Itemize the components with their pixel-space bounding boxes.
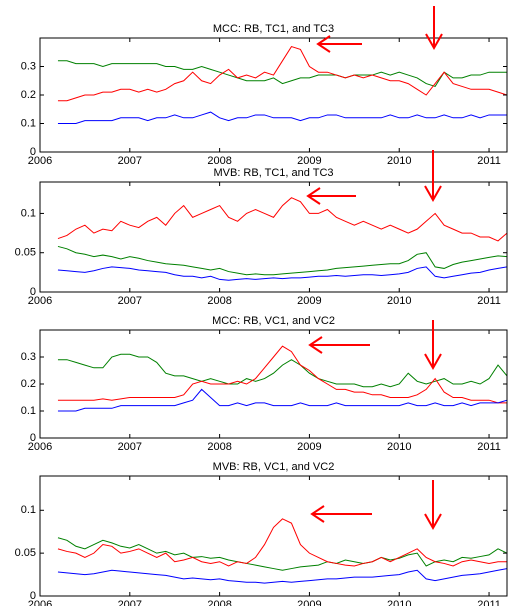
x-tick-label: 2009: [297, 295, 321, 307]
axes-box: [39, 475, 508, 597]
x-tick-label: 2008: [207, 599, 231, 606]
y-tick-label: 0: [30, 590, 36, 602]
axes-box: [39, 181, 508, 293]
arrow-down: [425, 6, 443, 51]
data-line: [57, 518, 507, 567]
x-tick-label: 2007: [118, 441, 142, 453]
data-line: [57, 353, 507, 388]
y-tick-label: 0.1: [21, 117, 36, 129]
data-line: [57, 388, 507, 412]
data-line: [57, 197, 507, 242]
data-line: [57, 266, 507, 281]
plot-lines: [57, 197, 507, 281]
plot-lines: [57, 345, 507, 412]
chart-title: MVB: RB, VC1, and VC2: [213, 461, 335, 473]
panel: MVB: RB, TC1, and TC3 0 0.05 0.1 2006 2007 200…: [15, 167, 508, 307]
y-tick-label: 0.3: [21, 60, 36, 72]
arrow-left: [308, 336, 370, 354]
y-tick-label: 0.05: [15, 247, 36, 259]
panel: MCC: RB, TC1, and TC3 0 0.1 0.2 0.3 2006 2007 2…: [21, 23, 508, 167]
x-tick-label: 2009: [297, 155, 321, 167]
plot-lines: [57, 518, 507, 584]
y-tick-label: 0: [30, 432, 36, 444]
y-tick-label: 0.2: [21, 378, 36, 390]
data-line: [57, 111, 507, 124]
y-tick-label: 0.1: [21, 405, 36, 417]
y-tick-label: 0: [30, 146, 36, 158]
x-tick-label: 2007: [118, 295, 142, 307]
x-tick-label: 2008: [207, 441, 231, 453]
x-tick-label: 2010: [387, 295, 411, 307]
arrow-down: [424, 480, 442, 531]
x-tick-label: 2009: [297, 599, 321, 606]
arrow-down: [424, 320, 442, 371]
panel: MCC: RB, VC1, and VC2 0 0.1 0.2 0.3 2006 2007 2…: [21, 315, 508, 453]
data-line: [57, 60, 507, 88]
y-tick-label: 0.1: [21, 207, 36, 219]
x-tick-label: 2007: [118, 599, 142, 606]
chart-title: MVB: RB, TC1, and TC3: [213, 167, 333, 179]
x-tick-label: 2008: [207, 155, 231, 167]
data-line: [57, 568, 507, 584]
plot-lines: [57, 45, 507, 124]
axes-box: [39, 37, 508, 153]
x-tick-label: 2011: [477, 441, 501, 453]
x-tick-label: 2006: [28, 599, 52, 606]
y-tick-label: 0.3: [21, 351, 36, 363]
data-line: [57, 45, 507, 102]
y-tick-label: 0.1: [21, 504, 36, 516]
x-tick-label: 2010: [387, 155, 411, 167]
x-tick-label: 2007: [118, 155, 142, 167]
x-tick-label: 2009: [297, 441, 321, 453]
x-tick-label: 2011: [477, 599, 501, 606]
x-tick-label: 2008: [207, 295, 231, 307]
x-tick-label: 2010: [387, 599, 411, 606]
x-tick-label: 2010: [387, 441, 411, 453]
arrow-down: [424, 150, 442, 203]
x-tick-label: 2011: [477, 295, 501, 307]
panel: MVB: RB, VC1, and VC2 0 0.05 0.1 2006 2007 200…: [15, 461, 508, 606]
data-line: [57, 537, 507, 571]
x-tick-label: 2006: [28, 295, 52, 307]
x-tick-label: 2006: [28, 441, 52, 453]
data-line: [57, 345, 507, 404]
x-tick-label: 2011: [477, 155, 501, 167]
data-line: [57, 245, 507, 276]
arrow-left: [310, 505, 372, 523]
y-tick-label: 0.05: [15, 547, 36, 559]
x-tick-label: 2006: [28, 155, 52, 167]
annotation-arrows: [306, 6, 443, 531]
arrow-left: [316, 35, 362, 53]
y-tick-label: 0.2: [21, 89, 36, 101]
chart-title: MCC: RB, VC1, and VC2: [212, 315, 335, 327]
axes-box: [39, 329, 508, 439]
y-tick-label: 0: [30, 286, 36, 298]
chart-title: MCC: RB, TC1, and TC3: [213, 23, 334, 35]
arrow-left: [306, 187, 356, 205]
